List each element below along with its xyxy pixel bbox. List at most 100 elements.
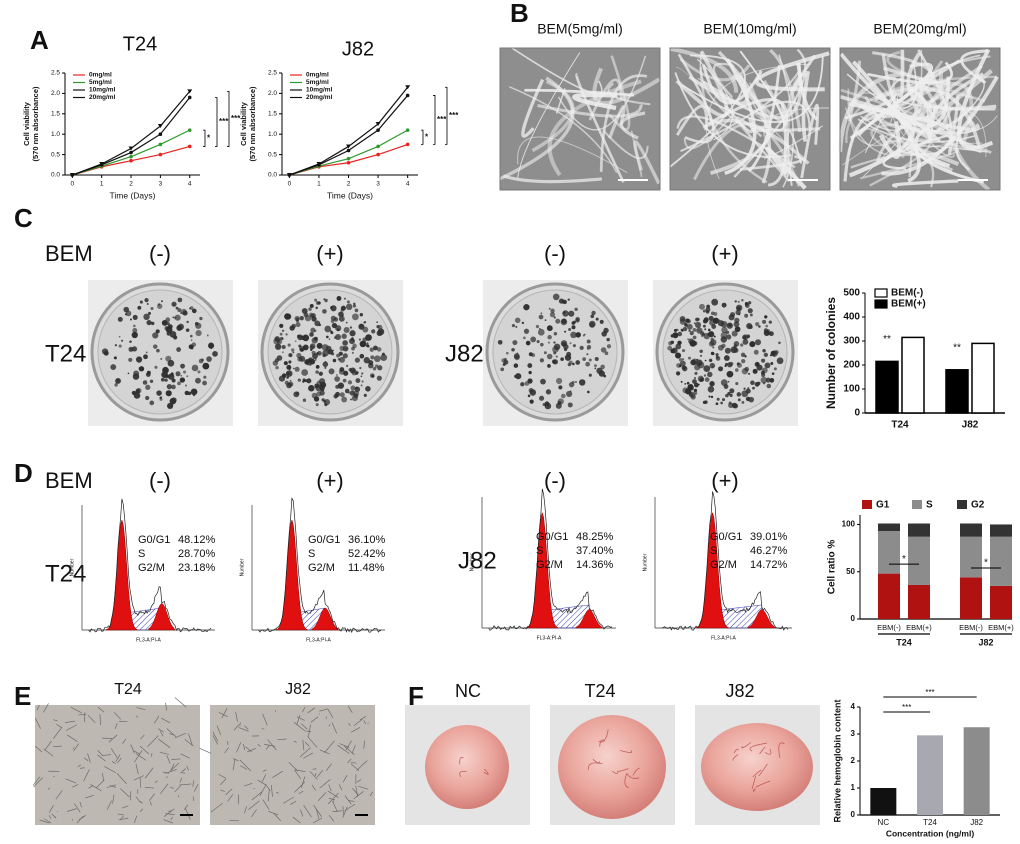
tube	[48, 805, 54, 813]
colony	[145, 351, 148, 354]
tube	[79, 801, 82, 808]
significance-label: ***	[437, 115, 447, 124]
image-label: T24	[114, 681, 142, 698]
tube	[165, 813, 175, 816]
flow-stat-name: S	[138, 548, 145, 560]
colony	[345, 303, 353, 311]
colony	[328, 338, 331, 341]
colony	[562, 299, 565, 302]
bar-segment	[908, 584, 930, 619]
colony	[725, 330, 730, 335]
colony	[568, 327, 572, 331]
colony	[352, 343, 357, 349]
colony	[717, 344, 724, 351]
tube	[66, 734, 78, 742]
tube	[154, 715, 160, 724]
row-label: BEM	[45, 468, 93, 493]
tube	[290, 800, 297, 805]
colony	[763, 352, 769, 358]
tube	[106, 800, 112, 810]
fiber	[886, 50, 986, 103]
colony	[376, 325, 380, 329]
fiber	[511, 47, 603, 95]
x-tick-label: EBM(-)	[959, 623, 983, 632]
colony	[308, 307, 312, 311]
tube	[144, 767, 154, 779]
colony	[735, 304, 743, 312]
tube	[158, 738, 171, 749]
colony	[741, 359, 746, 364]
colony	[687, 384, 694, 391]
flow-stat-name: G0/G1	[710, 531, 742, 543]
colony	[736, 392, 742, 397]
tube	[150, 753, 153, 757]
tube	[122, 805, 129, 809]
colony	[734, 368, 739, 372]
tube	[216, 725, 222, 736]
tube	[85, 795, 94, 799]
colony	[502, 362, 506, 366]
flow-outline	[488, 488, 613, 631]
tube	[238, 727, 249, 732]
tube	[369, 791, 374, 797]
colony	[359, 353, 365, 359]
colony	[284, 380, 289, 385]
fiber	[876, 64, 983, 163]
tube	[193, 784, 199, 792]
tube	[353, 718, 363, 727]
colony	[528, 370, 532, 375]
colony	[704, 400, 708, 404]
colony	[175, 371, 181, 377]
flow-g2-peak	[747, 609, 777, 629]
tube	[48, 815, 52, 819]
tube	[166, 755, 171, 764]
colony	[553, 316, 556, 319]
bar	[945, 369, 969, 414]
colony	[315, 370, 319, 374]
bar-segment	[908, 523, 930, 537]
tube	[36, 705, 40, 711]
colony	[698, 383, 700, 386]
colony	[186, 375, 189, 378]
colony	[167, 402, 174, 410]
colony	[338, 351, 343, 356]
colony	[337, 357, 341, 361]
tube	[317, 792, 327, 802]
colony	[764, 362, 771, 369]
colony	[702, 318, 708, 324]
x-tick-label: J82	[970, 818, 983, 827]
colony	[547, 364, 550, 367]
x-tick-label: 1	[100, 181, 104, 188]
colony	[322, 361, 329, 368]
tube	[288, 761, 299, 772]
colony	[332, 358, 337, 363]
panel-letter: B	[510, 0, 529, 28]
y-tick-label: 1.5	[51, 111, 60, 118]
colony	[497, 339, 503, 345]
tube	[154, 780, 158, 784]
colony	[361, 341, 367, 347]
colony	[380, 354, 388, 361]
colony	[762, 319, 767, 324]
bar-segment	[878, 523, 900, 532]
colony	[311, 350, 316, 355]
tube	[102, 754, 111, 756]
colony	[152, 332, 159, 339]
y-tick-label: 1.0	[51, 131, 60, 138]
fiber	[889, 77, 996, 111]
colony	[191, 342, 197, 347]
colony	[132, 314, 138, 320]
bar-segment	[908, 536, 930, 585]
x-tick-label: EBM(+)	[988, 623, 1014, 632]
point	[346, 160, 351, 165]
tube	[264, 743, 276, 747]
colony	[294, 315, 300, 322]
colony	[764, 315, 768, 319]
colony	[165, 317, 171, 323]
tube	[319, 708, 328, 712]
colony	[137, 305, 142, 310]
tube	[358, 785, 369, 790]
condition-label: (-)	[544, 241, 566, 266]
y-tick-label: 0	[851, 614, 856, 623]
colony	[685, 318, 690, 323]
